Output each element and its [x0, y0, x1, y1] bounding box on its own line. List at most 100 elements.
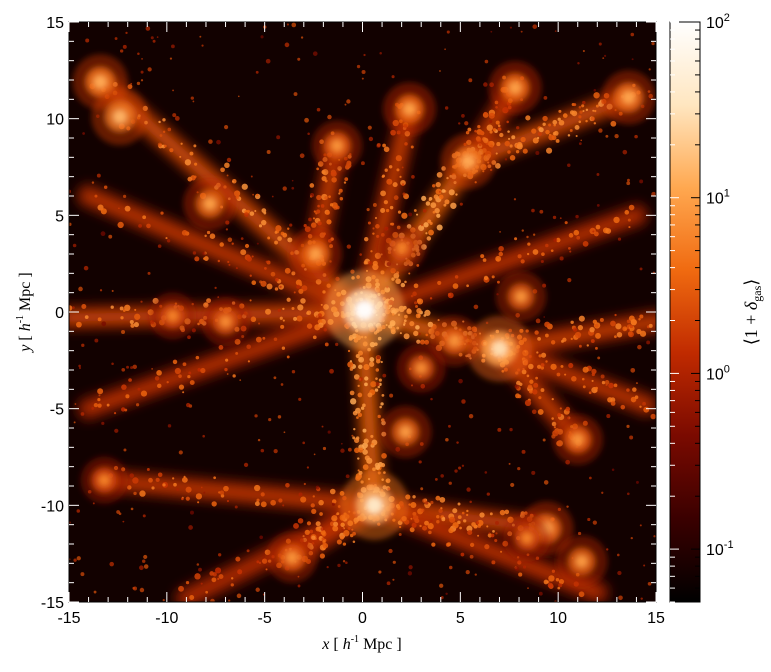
filament-clump: [206, 298, 212, 304]
colorbar-tick-label: 100: [706, 363, 730, 383]
field-clump: [440, 596, 444, 600]
filament-clump: [537, 337, 541, 341]
field-clump: [219, 490, 225, 495]
field-clump: [268, 418, 272, 422]
filament-clump: [545, 129, 550, 135]
filament-clump: [297, 304, 304, 311]
y-axis-ticks: -15 -10 -5 0 5 10 15: [41, 15, 656, 612]
filament-clump: [274, 287, 279, 291]
halo: [396, 343, 446, 393]
field-clump: [531, 470, 536, 475]
filament-clump: [399, 175, 402, 178]
field-clump: [121, 329, 126, 334]
field-clump: [531, 409, 537, 415]
filament-clump: [541, 252, 545, 256]
field-clump: [408, 565, 413, 570]
filament-clump: [142, 215, 147, 220]
filament-clump: [340, 522, 344, 526]
filament-clump: [522, 148, 528, 154]
filament-clump: [217, 577, 220, 581]
field-clump: [188, 371, 192, 375]
filament-clump: [357, 469, 360, 472]
filament-clump: [532, 137, 539, 144]
field-clump: [559, 217, 562, 220]
filament-clump: [516, 143, 523, 150]
filament-clump: [218, 574, 224, 580]
filament-clump: [310, 503, 315, 508]
field-clump: [167, 424, 172, 428]
field-clump: [363, 53, 366, 57]
field-clump: [438, 508, 443, 513]
filament-clump: [410, 517, 413, 520]
x-tick-label: 5: [456, 610, 465, 627]
field-clump: [626, 424, 630, 428]
filament-clump: [172, 359, 178, 365]
field-clump: [368, 136, 374, 142]
field-clump: [126, 365, 129, 369]
filament-clump: [326, 219, 332, 225]
filament-clump: [132, 477, 139, 484]
filament-clump: [162, 118, 166, 122]
x-tick-label: -15: [57, 610, 80, 627]
filament-clump: [369, 357, 375, 362]
filament-clump: [306, 323, 313, 329]
filament-clump: [526, 252, 530, 256]
filament-clump: [595, 104, 599, 108]
field-clump: [196, 563, 200, 566]
field-clump: [135, 403, 140, 407]
filament-clump: [395, 278, 401, 285]
filament-clump: [491, 275, 495, 279]
field-clump: [123, 194, 127, 198]
filament-clump: [427, 523, 434, 530]
filament-clump: [349, 360, 353, 363]
filament-clump: [457, 515, 462, 520]
field-clump: [483, 111, 488, 116]
filament-clump: [416, 339, 421, 344]
field-clump: [258, 561, 262, 565]
field-clump: [156, 36, 159, 38]
filament-clump: [389, 205, 394, 210]
filament-clump: [507, 130, 510, 133]
field-clump: [448, 481, 452, 485]
filament-clump: [195, 493, 203, 500]
field-clump: [151, 368, 153, 370]
filament-clump: [347, 361, 354, 368]
filament-clump: [425, 201, 431, 206]
filament-clump: [231, 242, 234, 245]
halo: [429, 315, 480, 367]
filament-clump: [495, 120, 500, 125]
filament-clump: [296, 315, 303, 322]
field-clump: [121, 367, 126, 372]
filament-clump: [366, 457, 373, 464]
field-clump: [653, 535, 656, 538]
filament-clump: [467, 529, 473, 536]
field-clump: [297, 57, 301, 61]
field-clump: [605, 134, 609, 138]
filament-clump: [347, 349, 351, 353]
filament-clump: [514, 237, 518, 241]
field-clump: [266, 150, 271, 154]
field-clump: [345, 561, 348, 565]
filament-clump: [339, 535, 345, 540]
filament-clump: [113, 411, 117, 415]
filament-clump: [106, 403, 110, 407]
filament-clump: [97, 388, 104, 395]
field-clump: [466, 487, 471, 492]
field-clump: [137, 52, 140, 55]
filament-clump: [383, 200, 388, 205]
filament-clump: [461, 511, 465, 515]
filament-clump: [542, 115, 548, 122]
filament-clump: [225, 358, 229, 362]
field-clump: [634, 134, 638, 139]
filament: [99, 475, 379, 510]
field-clump: [81, 343, 85, 347]
filament-clump: [545, 360, 548, 363]
field-clump: [592, 520, 597, 525]
filament-clump: [213, 476, 216, 480]
filament-clump: [578, 326, 582, 329]
filament-clump: [483, 275, 489, 281]
filament-clump: [432, 184, 436, 188]
field-clump: [392, 560, 396, 564]
filament-clump: [404, 314, 408, 319]
filament-clump: [237, 569, 243, 575]
